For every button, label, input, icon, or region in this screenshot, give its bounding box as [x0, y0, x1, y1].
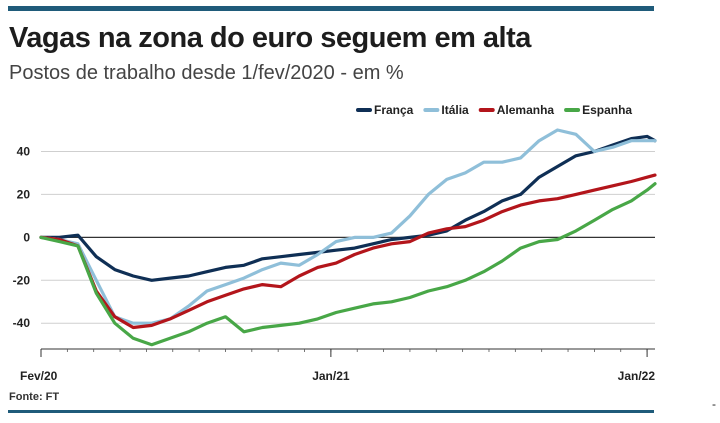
bottom-accent-bar	[8, 410, 654, 413]
legend-label-alemanha: Alemanha	[497, 103, 555, 117]
series-line-alemanha	[39, 173, 657, 330]
top-accent-bar	[8, 6, 654, 11]
y-tick-label: 40	[17, 144, 31, 158]
chart-subtitle: Postos de trabalho desde 1/fev/2020 - em…	[9, 62, 404, 84]
y-tick-label: 20	[17, 187, 31, 201]
axes: 40 20 0 -20 -40 Fev/20 Jan/21 Jan/22	[13, 144, 656, 383]
y-tick-label: -20	[13, 273, 31, 287]
x-tick-label: Jan/22	[618, 369, 656, 383]
chart-title: Vagas na zona do euro seguem em alta	[9, 22, 531, 54]
legend-label-espanha: Espanha	[582, 103, 632, 117]
legend-label-italia: Itália	[441, 103, 469, 117]
y-tick-label: 0	[23, 230, 30, 244]
y-tick-label: -40	[13, 316, 31, 330]
legend: França Itália Alemanha Espanha	[356, 103, 632, 117]
series-lines	[39, 128, 657, 347]
source-note: Fonte: FT	[9, 391, 60, 403]
x-tick-label: Fev/20	[20, 369, 58, 383]
series-line-italia	[39, 128, 657, 325]
x-tick-label: Jan/21	[312, 369, 350, 383]
series-line-franca	[39, 134, 657, 282]
series-line-espanha	[39, 182, 657, 347]
legend-label-franca: França	[374, 103, 414, 117]
edge-mark: -	[712, 397, 716, 411]
